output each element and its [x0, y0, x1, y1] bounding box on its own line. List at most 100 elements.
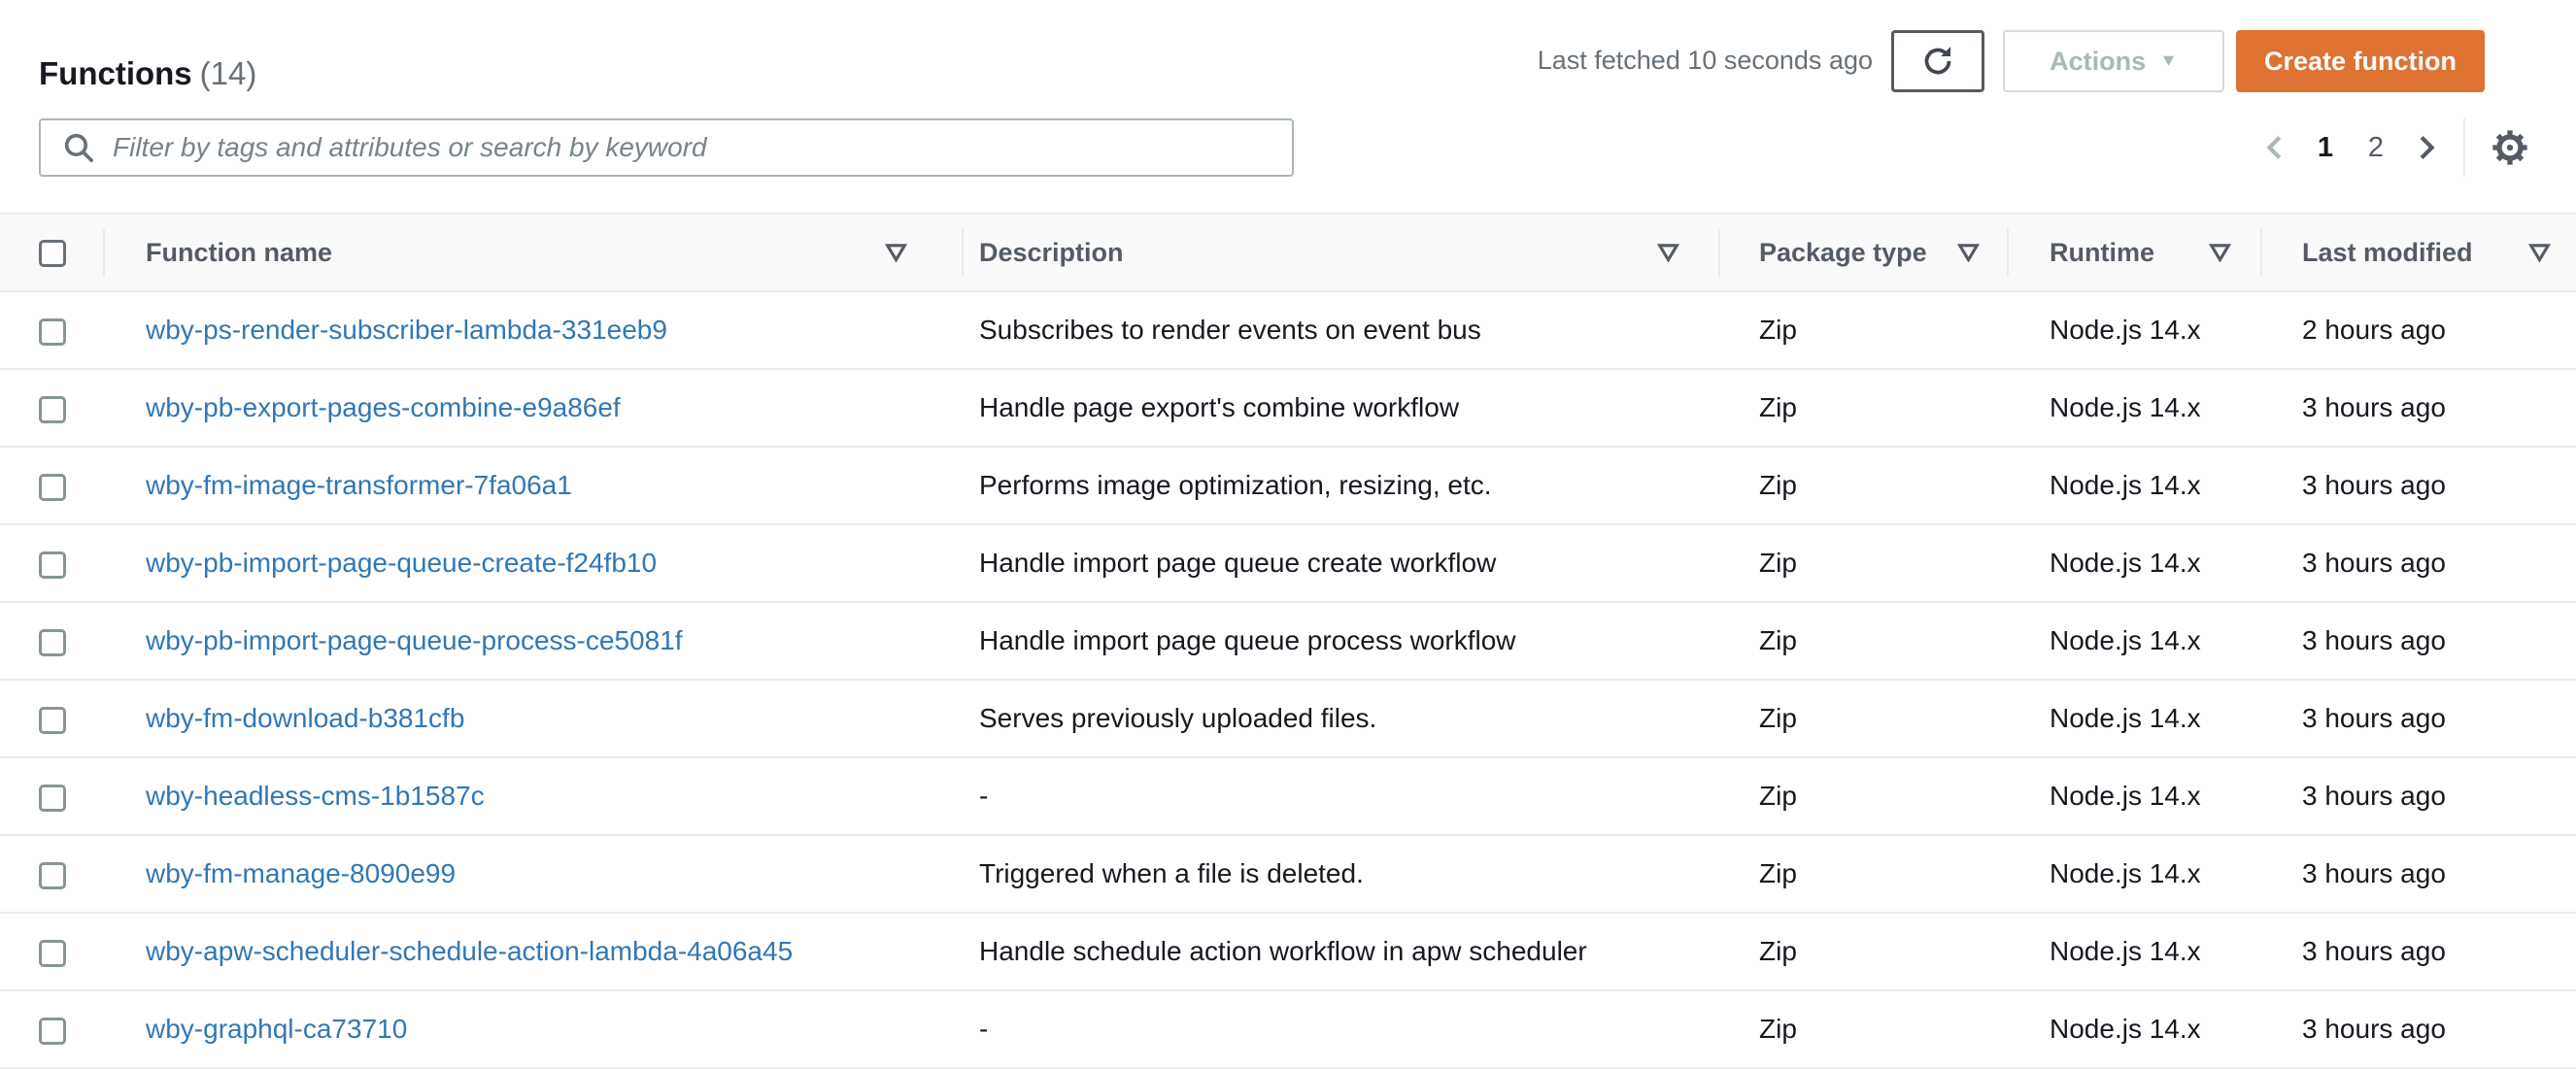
function-name-cell: wby-pb-import-page-queue-process-ce5081f [103, 602, 962, 680]
row-checkbox[interactable] [39, 784, 66, 812]
row-checkbox[interactable] [39, 317, 66, 346]
runtime-cell: Node.js 14.x [2050, 315, 2201, 345]
package-type-cell: Zip [1759, 470, 1797, 500]
row-select-cell [0, 680, 103, 757]
row-select-cell [0, 291, 103, 369]
row-checkbox[interactable] [39, 551, 66, 579]
sort-filter-icon [885, 243, 907, 262]
column-header-select-all [0, 214, 103, 291]
caret-down-icon: ▼ [2159, 51, 2178, 70]
runtime-cell: Node.js 14.x [2050, 1014, 2201, 1044]
settings-button[interactable] [2483, 120, 2537, 175]
function-name-cell: wby-graphql-ca73710 [103, 990, 962, 1068]
description-cell: Handle schedule action workflow in apw s… [979, 936, 1587, 966]
table-row: wby-fm-image-transformer-7fa06a1 Performs… [0, 447, 2576, 524]
sort-filter-icon [1957, 243, 1980, 262]
row-select-cell [0, 757, 103, 835]
runtime-cell: Node.js 14.x [2050, 548, 2201, 578]
description-cell: - [979, 1014, 989, 1044]
runtime-cell: Node.js 14.x [2050, 858, 2201, 888]
last-modified-cell: 3 hours ago [2302, 703, 2446, 733]
table-row: wby-apw-scheduler-schedule-action-lambda… [0, 913, 2576, 990]
function-name-link[interactable]: wby-pb-export-pages-combine-e9a86ef [146, 392, 621, 422]
runtime-cell: Node.js 14.x [2050, 781, 2201, 811]
actions-button-label: Actions [2050, 46, 2147, 76]
function-name-link[interactable]: wby-fm-download-b381cfb [146, 703, 465, 733]
refresh-button[interactable] [1891, 30, 1984, 92]
package-type-cell: Zip [1759, 781, 1797, 811]
row-checkbox[interactable] [39, 395, 66, 423]
last-modified-cell: 3 hours ago [2302, 548, 2446, 578]
row-select-cell [0, 913, 103, 990]
page-1-button[interactable]: 1 [2300, 122, 2351, 173]
actions-button[interactable]: Actions ▼ [2003, 30, 2224, 92]
column-label: Package type [1759, 237, 1927, 267]
package-type-cell: Zip [1759, 548, 1797, 578]
sort-filter-icon [2528, 243, 2551, 262]
package-type-cell: Zip [1759, 315, 1797, 345]
function-name-link[interactable]: wby-headless-cms-1b1587c [146, 781, 485, 811]
row-select-cell [0, 524, 103, 602]
function-name-cell: wby-headless-cms-1b1587c [103, 757, 962, 835]
table-row: wby-pb-import-page-queue-create-f24fb10 H… [0, 524, 2576, 602]
function-name-cell: wby-pb-export-pages-combine-e9a86ef [103, 369, 962, 447]
refresh-icon [1920, 44, 1955, 79]
function-name-link[interactable]: wby-fm-image-transformer-7fa06a1 [146, 470, 572, 500]
row-select-cell [0, 835, 103, 913]
last-fetched-text: Last fetched 10 seconds ago [1537, 46, 1873, 75]
row-checkbox[interactable] [39, 861, 66, 889]
row-checkbox[interactable] [39, 473, 66, 501]
select-all-checkbox[interactable] [39, 240, 66, 268]
function-name-cell: wby-fm-manage-8090e99 [103, 835, 962, 913]
description-cell: Handle page export's combine workflow [979, 392, 1460, 422]
row-checkbox[interactable] [39, 628, 66, 656]
function-name-cell: wby-fm-download-b381cfb [103, 680, 962, 757]
last-modified-cell: 3 hours ago [2302, 392, 2446, 422]
column-label: Function name [146, 237, 333, 267]
search-input[interactable] [111, 131, 1280, 164]
description-cell: Performs image optimization, resizing, e… [979, 470, 1492, 500]
row-checkbox[interactable] [39, 706, 66, 734]
function-name-link[interactable]: wby-ps-render-subscriber-lambda-331eeb9 [146, 315, 667, 345]
pagination-divider [2463, 118, 2465, 177]
column-header-runtime[interactable]: Runtime [2007, 214, 2260, 291]
function-name-link[interactable]: wby-apw-scheduler-schedule-action-lambda… [146, 936, 794, 966]
package-type-cell: Zip [1759, 936, 1797, 966]
package-type-cell: Zip [1759, 625, 1797, 655]
function-name-link[interactable]: wby-graphql-ca73710 [146, 1014, 408, 1044]
package-type-cell: Zip [1759, 1014, 1797, 1044]
table-row: wby-graphql-ca73710 - Zip Node.js 14.x 3 hou… [0, 990, 2576, 1068]
column-label: Runtime [2050, 237, 2154, 267]
search-icon [41, 131, 95, 164]
function-name-link[interactable]: wby-pb-import-page-queue-create-f24fb10 [146, 548, 658, 578]
function-name-link[interactable]: wby-pb-import-page-queue-process-ce5081f [146, 625, 683, 655]
column-header-description[interactable]: Description [962, 214, 1718, 291]
page-2-button[interactable]: 2 [2351, 122, 2401, 173]
table-row: wby-fm-download-b381cfb Serves previously… [0, 680, 2576, 757]
function-name-link[interactable]: wby-fm-manage-8090e99 [146, 858, 457, 888]
row-select-cell [0, 602, 103, 680]
runtime-cell: Node.js 14.x [2050, 625, 2201, 655]
description-cell: Handle import page queue process workflo… [979, 625, 1516, 655]
description-cell: Serves previously uploaded files. [979, 703, 1377, 733]
table-row: wby-headless-cms-1b1587c - Zip Node.js 14.x… [0, 757, 2576, 835]
function-name-cell: wby-pb-import-page-queue-create-f24fb10 [103, 524, 962, 602]
page-title: Functions (14) [39, 54, 256, 93]
row-checkbox[interactable] [39, 939, 66, 967]
create-function-button[interactable]: Create function [2236, 30, 2485, 92]
runtime-cell: Node.js 14.x [2050, 470, 2201, 500]
description-cell: Handle import page queue create workflow [979, 548, 1497, 578]
next-page-button[interactable] [2401, 122, 2452, 173]
last-modified-cell: 3 hours ago [2302, 625, 2446, 655]
column-header-package-type[interactable]: Package type [1718, 214, 2007, 291]
function-name-cell: wby-fm-image-transformer-7fa06a1 [103, 447, 962, 524]
column-header-function-name[interactable]: Function name [103, 214, 962, 291]
column-label: Description [979, 237, 1124, 267]
sort-filter-icon [2209, 243, 2231, 262]
column-header-last-modified[interactable]: Last modified [2260, 214, 2576, 291]
row-checkbox[interactable] [39, 1017, 66, 1045]
table-row: wby-pb-export-pages-combine-e9a86ef Handl… [0, 369, 2576, 447]
prev-page-button[interactable] [2250, 122, 2300, 173]
package-type-cell: Zip [1759, 392, 1797, 422]
